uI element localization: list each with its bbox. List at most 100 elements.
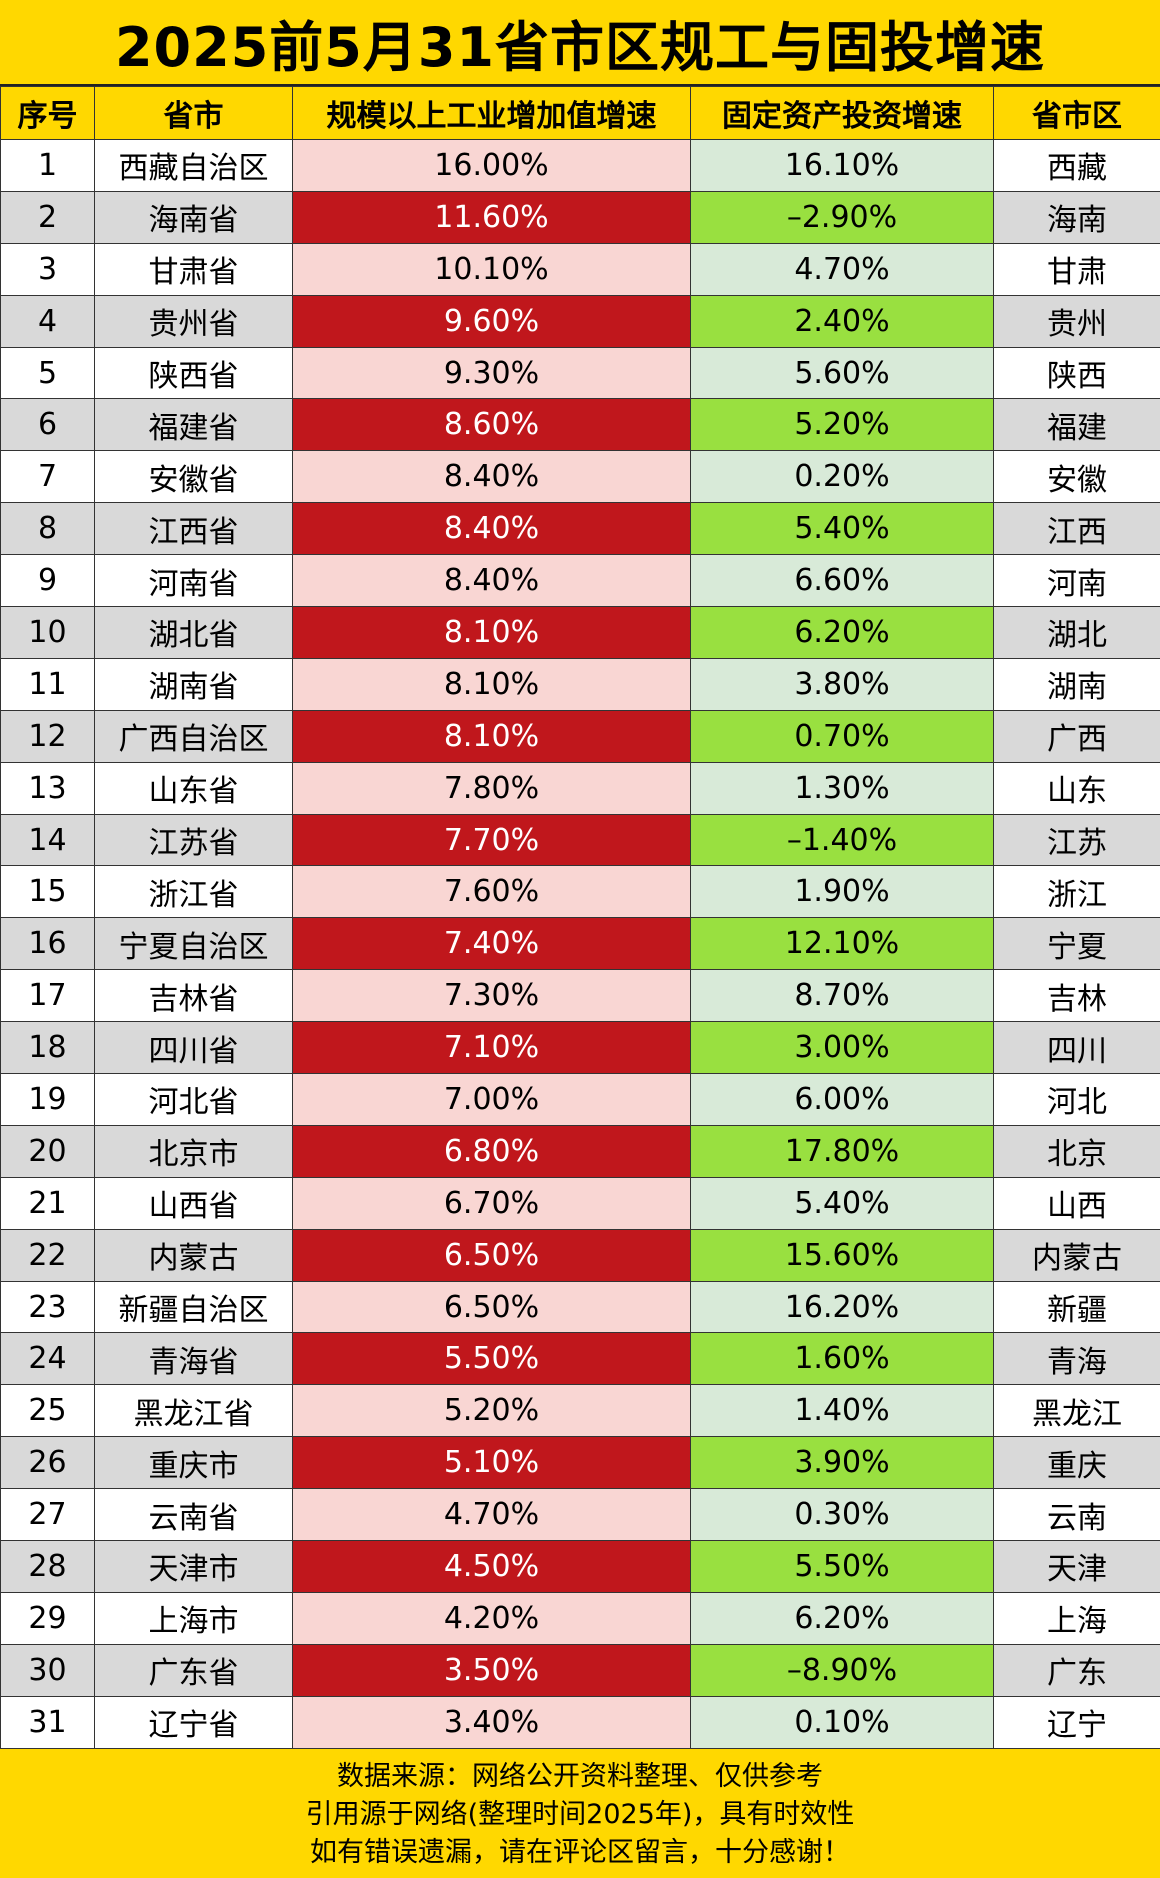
table-row: 26 重庆市 5.10% 3.90% 重庆 (0, 1436, 1160, 1490)
cell-province: 黑龙江省 (94, 1384, 293, 1438)
cell-rank: 8 (0, 502, 95, 556)
cell-province: 广东省 (94, 1643, 293, 1697)
cell-investment-growth: 6.60% (690, 554, 994, 608)
cell-investment-growth: 1.60% (690, 1332, 994, 1386)
cell-rank: 2 (0, 190, 95, 244)
cell-province: 云南省 (94, 1488, 293, 1542)
cell-rank: 25 (0, 1384, 95, 1438)
cell-province: 宁夏自治区 (94, 917, 293, 971)
cell-industry-growth: 3.50% (292, 1643, 691, 1697)
cell-investment-growth: 1.90% (690, 865, 994, 919)
cell-rank: 13 (0, 761, 95, 815)
cell-region: 北京 (993, 1124, 1160, 1178)
cell-region: 河南 (993, 554, 1160, 608)
cell-industry-growth: 7.00% (292, 1073, 691, 1126)
table-row: 22 内蒙古 6.50% 15.60% 内蒙古 (0, 1228, 1160, 1282)
cell-province: 江苏省 (94, 813, 293, 867)
header-industry-growth: 规模以上工业增加值增速 (292, 86, 691, 140)
table-row: 19 河北省 7.00% 6.00% 河北 (0, 1073, 1160, 1126)
table-row: 12 广西自治区 8.10% 0.70% 广西 (0, 709, 1160, 763)
cell-province: 福建省 (94, 398, 293, 452)
cell-industry-growth: 8.40% (292, 502, 691, 556)
cell-province: 吉林省 (94, 969, 293, 1023)
table-row: 16 宁夏自治区 7.40% 12.10% 宁夏 (0, 917, 1160, 971)
cell-industry-growth: 7.40% (292, 917, 691, 971)
cell-investment-growth: –8.90% (690, 1643, 994, 1697)
cell-region: 江西 (993, 502, 1160, 556)
cell-investment-growth: 2.40% (690, 294, 994, 348)
cell-province: 贵州省 (94, 294, 293, 348)
cell-province: 内蒙古 (94, 1228, 293, 1282)
table-row: 30 广东省 3.50% –8.90% 广东 (0, 1643, 1160, 1697)
table-row: 7 安徽省 8.40% 0.20% 安徽 (0, 450, 1160, 504)
cell-industry-growth: 16.00% (292, 139, 691, 192)
cell-industry-growth: 8.10% (292, 606, 691, 659)
cell-rank: 3 (0, 242, 95, 296)
cell-region: 江苏 (993, 813, 1160, 867)
cell-province: 江西省 (94, 502, 293, 556)
footer-source: 数据来源：网络公开资料整理、仅供参考 (337, 1761, 823, 1792)
cell-investment-growth: 12.10% (690, 917, 994, 971)
table-row: 17 吉林省 7.30% 8.70% 吉林 (0, 969, 1160, 1023)
table-row: 20 北京市 6.80% 17.80% 北京 (0, 1124, 1160, 1178)
cell-investment-growth: 5.60% (690, 346, 994, 400)
header-province: 省市 (94, 86, 293, 140)
cell-industry-growth: 6.50% (292, 1228, 691, 1282)
cell-province: 湖北省 (94, 606, 293, 659)
cell-rank: 27 (0, 1488, 95, 1542)
cell-industry-growth: 4.50% (292, 1540, 691, 1593)
cell-industry-growth: 6.80% (292, 1124, 691, 1178)
cell-region: 河北 (993, 1073, 1160, 1126)
table-row: 5 陕西省 9.30% 5.60% 陕西 (0, 346, 1160, 400)
table-row: 11 湖南省 8.10% 3.80% 湖南 (0, 657, 1160, 711)
cell-region: 重庆 (993, 1436, 1160, 1490)
cell-province: 新疆自治区 (94, 1280, 293, 1334)
cell-rank: 19 (0, 1073, 95, 1126)
cell-industry-growth: 7.10% (292, 1021, 691, 1075)
cell-industry-growth: 8.60% (292, 398, 691, 452)
cell-region: 海南 (993, 190, 1160, 244)
cell-province: 山西省 (94, 1176, 293, 1230)
cell-investment-growth: 0.20% (690, 450, 994, 504)
cell-province: 湖南省 (94, 657, 293, 711)
cell-rank: 29 (0, 1591, 95, 1645)
cell-region: 天津 (993, 1540, 1160, 1593)
header-investment-growth: 固定资产投资增速 (690, 86, 994, 140)
cell-province: 河北省 (94, 1073, 293, 1126)
cell-investment-growth: 0.30% (690, 1488, 994, 1542)
cell-investment-growth: 15.60% (690, 1228, 994, 1282)
cell-industry-growth: 7.60% (292, 865, 691, 919)
cell-rank: 14 (0, 813, 95, 867)
cell-region: 山西 (993, 1176, 1160, 1230)
footer: 数据来源：网络公开资料整理、仅供参考 引用源于网络(整理时间2025年)，具有时… (0, 1752, 1160, 1878)
cell-rank: 6 (0, 398, 95, 452)
cell-investment-growth: 0.10% (690, 1695, 994, 1749)
cell-province: 浙江省 (94, 865, 293, 919)
table-row: 29 上海市 4.20% 6.20% 上海 (0, 1591, 1160, 1645)
cell-investment-growth: 3.00% (690, 1021, 994, 1075)
cell-province: 西藏自治区 (94, 139, 293, 192)
cell-region: 西藏 (993, 139, 1160, 192)
cell-region: 新疆 (993, 1280, 1160, 1334)
cell-region: 黑龙江 (993, 1384, 1160, 1438)
cell-province: 安徽省 (94, 450, 293, 504)
cell-region: 四川 (993, 1021, 1160, 1075)
cell-investment-growth: 5.40% (690, 1176, 994, 1230)
table-row: 23 新疆自治区 6.50% 16.20% 新疆 (0, 1280, 1160, 1334)
cell-industry-growth: 7.80% (292, 761, 691, 815)
cell-industry-growth: 9.60% (292, 294, 691, 348)
cell-industry-growth: 10.10% (292, 242, 691, 296)
cell-province: 广西自治区 (94, 709, 293, 763)
cell-rank: 17 (0, 969, 95, 1023)
cell-rank: 15 (0, 865, 95, 919)
data-table: 序号 省市 规模以上工业增加值增速 固定资产投资增速 省市区 1 西藏自治区 16.… (0, 86, 1160, 1749)
cell-province: 四川省 (94, 1021, 293, 1075)
cell-region: 湖南 (993, 657, 1160, 711)
cell-industry-growth: 4.70% (292, 1488, 691, 1542)
cell-investment-growth: 16.10% (690, 139, 994, 192)
cell-industry-growth: 3.40% (292, 1695, 691, 1749)
cell-rank: 10 (0, 606, 95, 659)
table-row: 10 湖北省 8.10% 6.20% 湖北 (0, 606, 1160, 659)
cell-industry-growth: 9.30% (292, 346, 691, 400)
